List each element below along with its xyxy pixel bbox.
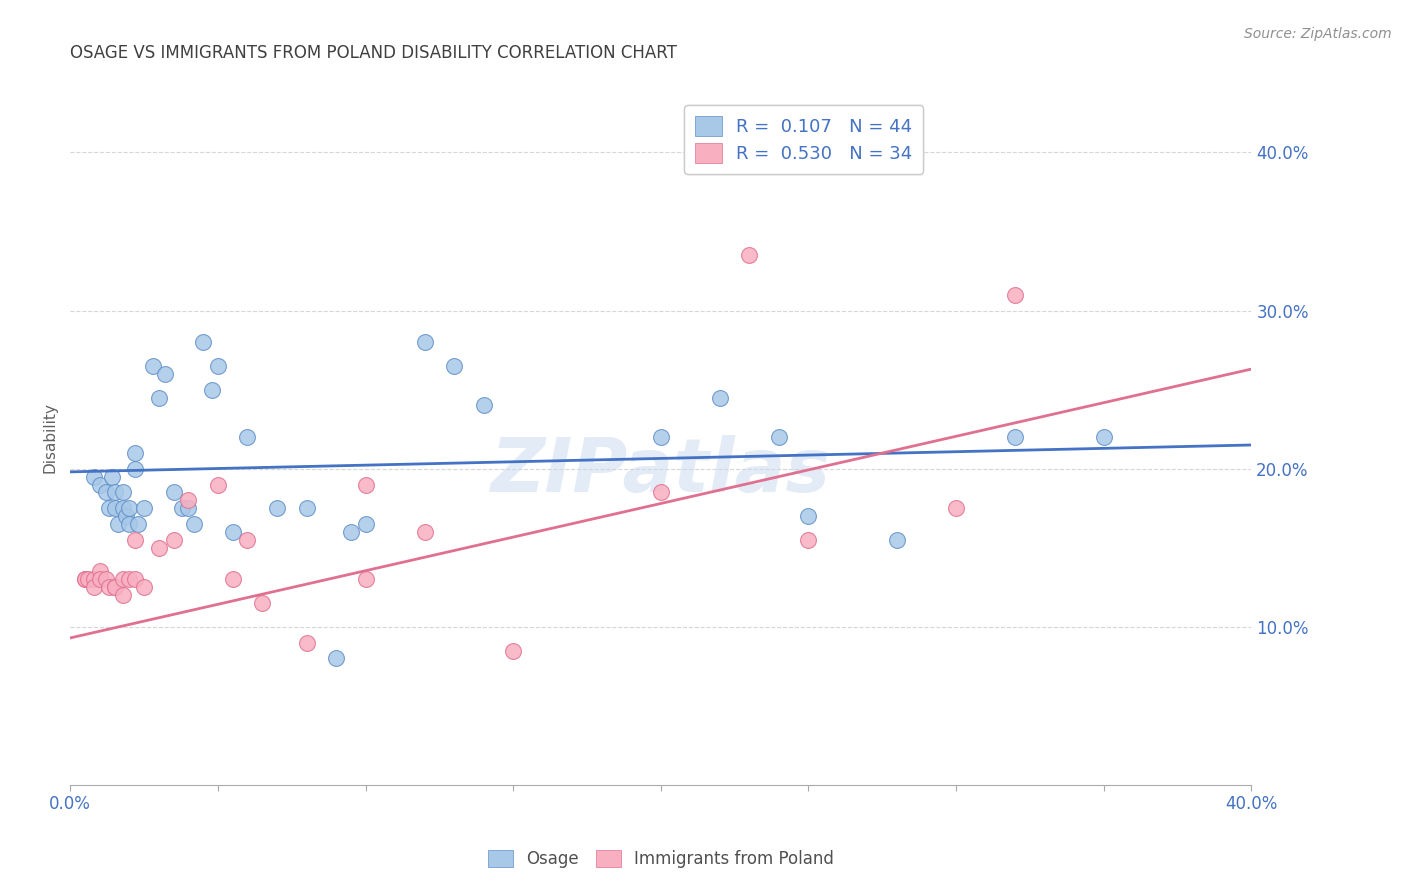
Point	[945, 501, 967, 516]
Point	[709, 391, 731, 405]
Point	[472, 399, 495, 413]
Point	[148, 391, 170, 405]
Point	[650, 485, 672, 500]
Point	[295, 501, 318, 516]
Point	[124, 533, 146, 547]
Point	[201, 383, 224, 397]
Point	[1004, 287, 1026, 301]
Point	[148, 541, 170, 555]
Point	[83, 573, 105, 587]
Point	[207, 477, 229, 491]
Point	[177, 501, 200, 516]
Point	[112, 588, 135, 602]
Point	[97, 580, 120, 594]
Point	[207, 359, 229, 373]
Point	[83, 469, 105, 483]
Point	[768, 430, 790, 444]
Point	[153, 367, 176, 381]
Point	[413, 524, 436, 539]
Point	[104, 501, 127, 516]
Point	[413, 335, 436, 350]
Point	[97, 501, 120, 516]
Point	[89, 573, 111, 587]
Point	[340, 524, 363, 539]
Point	[89, 477, 111, 491]
Point	[163, 533, 186, 547]
Point	[183, 516, 205, 531]
Point	[124, 446, 146, 460]
Point	[325, 651, 347, 665]
Point	[94, 573, 117, 587]
Point	[112, 501, 135, 516]
Point	[1004, 430, 1026, 444]
Text: ZIPatlas: ZIPatlas	[491, 435, 831, 508]
Point	[797, 533, 820, 547]
Point	[132, 580, 156, 594]
Point	[163, 485, 186, 500]
Point	[295, 635, 318, 649]
Point	[354, 573, 377, 587]
Point	[115, 509, 138, 524]
Point	[104, 580, 127, 594]
Point	[222, 524, 245, 539]
Y-axis label: Disability: Disability	[42, 401, 58, 473]
Point	[266, 501, 288, 516]
Point	[797, 509, 820, 524]
Point	[191, 335, 214, 350]
Point	[177, 493, 200, 508]
Legend: R =  0.107   N = 44, R =  0.530   N = 34: R = 0.107 N = 44, R = 0.530 N = 34	[683, 105, 924, 174]
Point	[118, 516, 141, 531]
Point	[443, 359, 465, 373]
Point	[104, 580, 127, 594]
Point	[1092, 430, 1115, 444]
Point	[118, 501, 141, 516]
Text: OSAGE VS IMMIGRANTS FROM POLAND DISABILITY CORRELATION CHART: OSAGE VS IMMIGRANTS FROM POLAND DISABILI…	[70, 45, 678, 62]
Point	[142, 359, 165, 373]
Point	[502, 643, 524, 657]
Point	[124, 461, 146, 475]
Point	[75, 573, 96, 587]
Point	[250, 596, 273, 610]
Point	[236, 533, 259, 547]
Point	[124, 573, 146, 587]
Point	[236, 430, 259, 444]
Point	[100, 469, 122, 483]
Point	[132, 501, 156, 516]
Point	[172, 501, 194, 516]
Point	[107, 516, 129, 531]
Point	[89, 565, 111, 579]
Legend: Osage, Immigrants from Poland: Osage, Immigrants from Poland	[481, 843, 841, 875]
Point	[222, 573, 245, 587]
Point	[886, 533, 908, 547]
Point	[650, 430, 672, 444]
Point	[112, 485, 135, 500]
Point	[77, 573, 100, 587]
Point	[354, 477, 377, 491]
Point	[75, 573, 96, 587]
Point	[83, 580, 105, 594]
Point	[127, 516, 149, 531]
Point	[104, 485, 127, 500]
Point	[94, 485, 117, 500]
Text: Source: ZipAtlas.com: Source: ZipAtlas.com	[1244, 27, 1392, 41]
Point	[354, 516, 377, 531]
Point	[112, 573, 135, 587]
Point	[118, 573, 141, 587]
Point	[738, 248, 761, 262]
